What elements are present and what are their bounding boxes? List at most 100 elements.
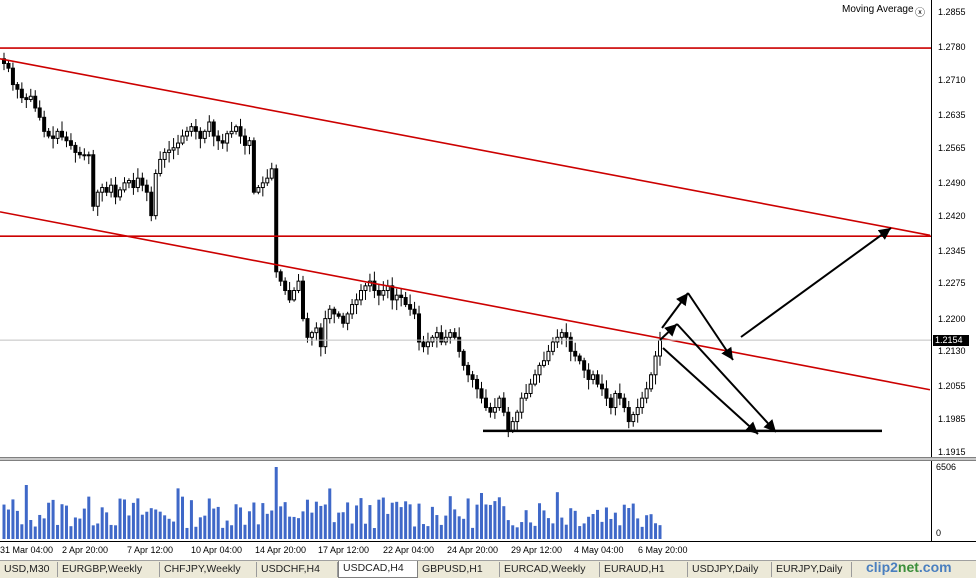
candle-body bbox=[613, 392, 618, 409]
volume-pane[interactable] bbox=[0, 461, 931, 541]
projection-arrow bbox=[687, 292, 734, 361]
volume-bar bbox=[203, 515, 207, 539]
price-chart-pane[interactable]: Moving Average ⓧ bbox=[0, 0, 931, 457]
volume-bar bbox=[408, 504, 412, 539]
candle-body bbox=[439, 332, 444, 343]
volume-bar bbox=[448, 496, 452, 539]
candles-group bbox=[2, 52, 662, 438]
candle-body bbox=[341, 315, 346, 324]
candle-body bbox=[608, 397, 613, 409]
chart-tab[interactable]: EURCAD,Weekly bbox=[500, 562, 600, 577]
candle-body bbox=[635, 407, 640, 416]
candle-body bbox=[24, 97, 29, 101]
candle-body bbox=[550, 341, 555, 352]
volume-min-label: 0 bbox=[936, 528, 942, 538]
candle-body bbox=[149, 191, 154, 217]
chart-tab[interactable]: EURGBP,Weekly bbox=[58, 562, 160, 577]
candle-body bbox=[292, 290, 297, 301]
price-tick-label: 1.2420 bbox=[938, 210, 966, 221]
candle-body bbox=[184, 130, 189, 137]
volume-bar bbox=[288, 516, 292, 539]
volume-bar bbox=[323, 504, 327, 539]
volume-chart-svg[interactable] bbox=[0, 461, 931, 541]
price-tick-label: 1.2565 bbox=[938, 142, 966, 153]
candle-body bbox=[564, 332, 569, 338]
time-tick-label: 2 Apr 20:00 bbox=[62, 545, 109, 555]
chart-tab[interactable]: USDCHF,H4 bbox=[257, 562, 338, 577]
volume-bar bbox=[243, 524, 247, 539]
candle-body bbox=[309, 332, 314, 338]
volume-bar bbox=[310, 512, 314, 539]
candle-body bbox=[568, 336, 573, 352]
price-axis[interactable]: 1.2855 1.2780 1.2710 1.2635 1.2565 1.2490 1.24… bbox=[931, 0, 976, 457]
candle-body bbox=[479, 388, 484, 399]
volume-bar bbox=[158, 511, 162, 539]
candle-body bbox=[251, 140, 256, 193]
candle-body bbox=[51, 135, 56, 139]
candle-body bbox=[274, 168, 279, 273]
volume-bar bbox=[546, 518, 550, 539]
candle-body bbox=[10, 67, 15, 86]
price-tick-label: 1.2855 bbox=[938, 7, 966, 17]
time-axis: 31 Mar 04:00 2 Apr 20:00 7 Apr 12:00 10 Apr… bbox=[0, 541, 976, 561]
candle-body bbox=[649, 374, 654, 390]
volume-bar bbox=[261, 503, 265, 539]
time-tick-label: 10 Apr 04:00 bbox=[191, 545, 243, 555]
candle-body bbox=[314, 327, 319, 334]
volume-bar bbox=[96, 523, 100, 539]
volume-bar bbox=[564, 524, 568, 539]
candle-body bbox=[238, 126, 243, 137]
volume-bar bbox=[466, 498, 470, 539]
volume-bar bbox=[114, 525, 118, 539]
volume-bar bbox=[377, 499, 381, 539]
time-tick-label: 7 Apr 12:00 bbox=[127, 545, 174, 555]
candle-body bbox=[452, 332, 457, 338]
volume-bar bbox=[6, 509, 10, 539]
candle-body bbox=[492, 407, 497, 413]
volume-bar bbox=[189, 500, 193, 539]
candle-body bbox=[260, 182, 265, 189]
volume-bar bbox=[413, 526, 417, 539]
volume-bar bbox=[131, 502, 135, 539]
volume-bar bbox=[471, 527, 475, 539]
pane-divider[interactable] bbox=[0, 457, 976, 461]
candle-body bbox=[626, 407, 631, 423]
volume-bar bbox=[337, 512, 341, 539]
volume-bar bbox=[87, 496, 91, 539]
volume-bar bbox=[176, 488, 180, 539]
volume-bar bbox=[221, 527, 225, 539]
volume-bar bbox=[604, 507, 608, 539]
chart-tab[interactable]: EURJPY,Daily bbox=[772, 562, 852, 577]
volume-bar bbox=[60, 504, 64, 539]
volume-bar bbox=[542, 510, 546, 539]
price-chart-svg[interactable] bbox=[0, 0, 931, 457]
volume-bars-group bbox=[2, 467, 662, 539]
chart-tab[interactable]: EURAUD,H1 bbox=[600, 562, 688, 577]
candle-body bbox=[524, 392, 529, 399]
volume-max-label: 6506 bbox=[936, 462, 957, 472]
volume-bar bbox=[279, 506, 283, 539]
chart-tab[interactable]: USD,M30 bbox=[0, 562, 58, 577]
volume-bar bbox=[207, 498, 211, 539]
chart-tab[interactable]: GBPUSD,H1 bbox=[418, 562, 500, 577]
volume-bar bbox=[73, 517, 77, 539]
volume-bar bbox=[234, 504, 238, 539]
close-circle-icon[interactable]: ⓧ bbox=[915, 8, 925, 19]
candle-body bbox=[372, 280, 377, 292]
volume-bar bbox=[645, 515, 649, 539]
volume-bar bbox=[2, 504, 6, 539]
price-tick-label: 1.1985 bbox=[938, 414, 966, 425]
projection-arrow bbox=[740, 227, 892, 338]
candle-body bbox=[55, 130, 60, 139]
time-tick-label: 6 May 20:00 bbox=[638, 545, 688, 555]
candle-body bbox=[109, 184, 114, 193]
chart-tab[interactable]: CHFJPY,Weekly bbox=[160, 562, 257, 577]
candle-body bbox=[234, 126, 239, 132]
volume-bar bbox=[346, 502, 350, 539]
candle-body bbox=[359, 290, 364, 301]
volume-bar bbox=[631, 503, 635, 539]
chart-tab[interactable]: USDCAD,H4 bbox=[338, 561, 418, 578]
candle-body bbox=[216, 135, 221, 142]
chart-tab[interactable]: USDJPY,Daily bbox=[688, 562, 772, 577]
volume-bar bbox=[395, 501, 399, 539]
